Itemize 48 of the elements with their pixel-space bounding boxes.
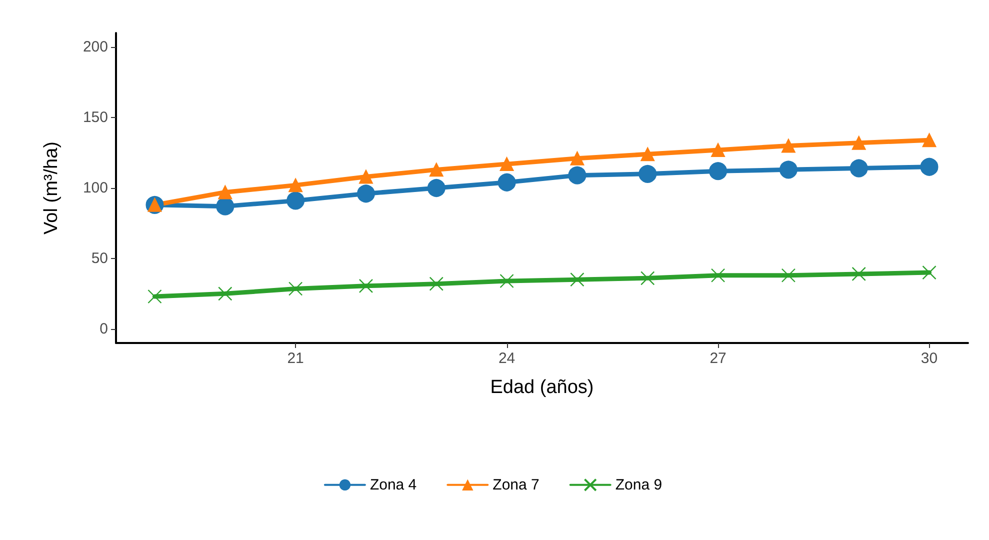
point (288, 178, 303, 192)
point (148, 289, 162, 304)
point (640, 147, 655, 162)
x-axis-title: Edad (años) (490, 377, 594, 398)
legend-label: Zona 7 (492, 476, 540, 494)
point (218, 286, 232, 301)
point (850, 159, 868, 178)
point (709, 162, 728, 180)
x-tick-label: 27 (710, 350, 726, 367)
point (779, 160, 798, 179)
point (570, 272, 584, 287)
point (358, 170, 373, 184)
point (500, 157, 514, 172)
point (920, 158, 938, 176)
point (427, 179, 446, 197)
legend-label: Zona 9 (615, 476, 662, 494)
point (922, 133, 936, 148)
legend-label: Zona 4 (370, 476, 417, 494)
point (216, 197, 234, 216)
y-tick-label: 100 (82, 180, 108, 196)
point (500, 274, 514, 288)
point (922, 265, 936, 280)
point (640, 271, 655, 286)
point (710, 268, 726, 282)
point (286, 192, 305, 210)
point (498, 173, 516, 192)
x-tick-label: 24 (498, 350, 516, 367)
point (781, 268, 796, 282)
x-tick-label: 30 (920, 350, 938, 367)
point (568, 166, 586, 184)
point (356, 184, 375, 203)
point (781, 138, 796, 153)
point (288, 282, 303, 296)
point (429, 162, 444, 177)
y-tick-label: 50 (91, 250, 108, 267)
point (570, 151, 584, 166)
point (638, 164, 657, 183)
point (711, 142, 726, 157)
x-tick-label: 21 (287, 350, 304, 367)
y-axis-title: Vol (m³/ha) (41, 142, 62, 234)
point (429, 276, 444, 291)
y-tick-label: 0 (100, 320, 108, 338)
y-tick-label: 150 (82, 109, 108, 126)
y-tick-label: 200 (82, 38, 108, 56)
point (852, 266, 866, 282)
point (358, 278, 374, 294)
point (852, 136, 866, 150)
point (218, 185, 232, 200)
